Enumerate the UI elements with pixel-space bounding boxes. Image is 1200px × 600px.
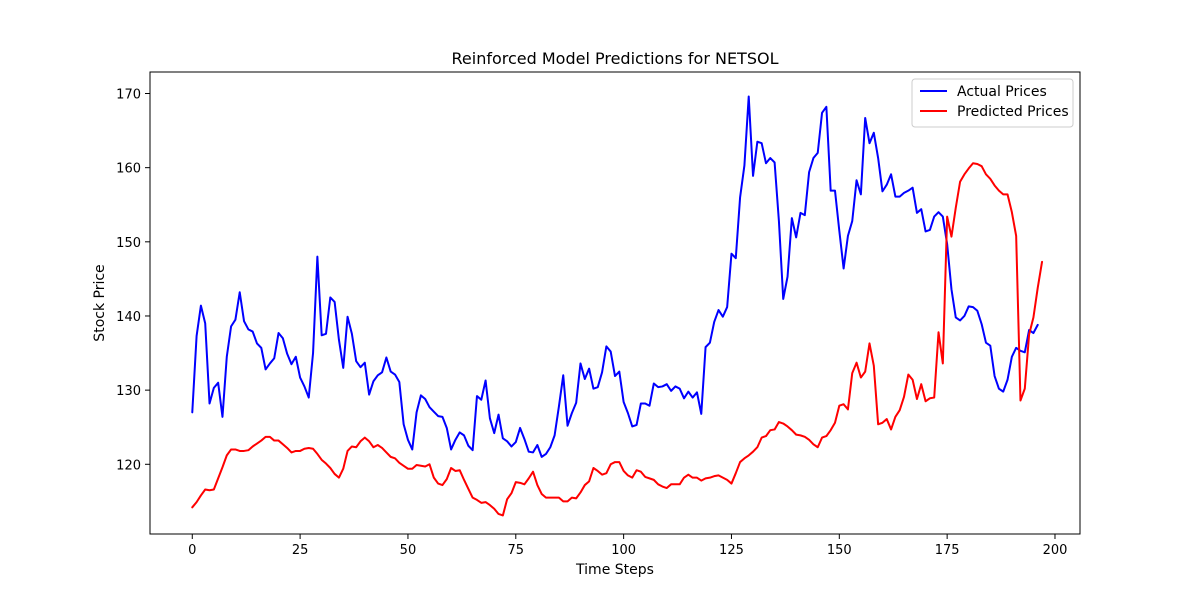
x-tick-label: 125 — [719, 543, 744, 558]
plot-area — [149, 71, 1081, 535]
x-tick-label: 150 — [827, 543, 852, 558]
series-line-predicted — [191, 162, 1044, 517]
y-tick-label: 160 — [116, 162, 141, 177]
axes-frame — [149, 71, 1081, 535]
series-layer — [191, 95, 1044, 517]
x-tick-label: 100 — [611, 543, 636, 558]
x-axis-title: Time Steps — [575, 562, 654, 578]
x-tick-label: 50 — [400, 543, 417, 558]
y-axis-ticks: 120 130 140 150 160 170 — [116, 88, 150, 473]
x-tick-label: 175 — [935, 543, 960, 558]
y-tick-label: 120 — [116, 458, 141, 473]
x-axis-ticks: 0 25 50 75 100 125 150 175 200 — [188, 534, 1067, 558]
x-tick-label: 75 — [508, 543, 525, 558]
legend-label-actual: Actual Prices — [957, 84, 1047, 100]
y-tick-label: 170 — [116, 88, 141, 103]
y-tick-label: 130 — [116, 384, 141, 399]
series-line-actual — [191, 95, 1039, 458]
x-tick-label: 25 — [292, 543, 309, 558]
legend: Actual Prices Predicted Prices — [911, 78, 1074, 128]
y-axis-title: Stock Price — [92, 264, 108, 341]
y-tick-label: 150 — [116, 236, 141, 251]
y-tick-label: 140 — [116, 310, 141, 325]
legend-label-predicted: Predicted Prices — [957, 104, 1069, 120]
x-tick-label: 200 — [1043, 543, 1068, 558]
legend-box — [911, 78, 1074, 128]
x-tick-label: 0 — [188, 543, 196, 558]
chart-title: Reinforced Model Predictions for NETSOL — [452, 49, 779, 68]
